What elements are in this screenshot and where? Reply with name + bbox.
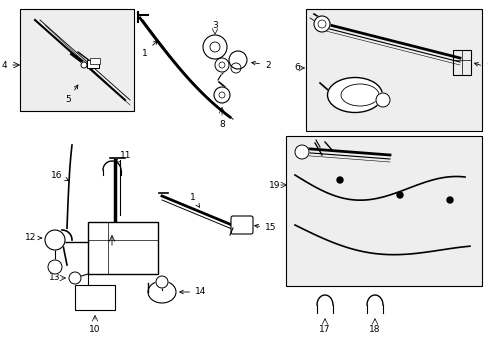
- Text: 14: 14: [180, 288, 206, 297]
- Circle shape: [215, 58, 228, 72]
- Bar: [75, 285, 115, 310]
- Circle shape: [81, 62, 87, 68]
- Text: 18: 18: [368, 325, 380, 334]
- Text: 1: 1: [190, 193, 199, 207]
- Circle shape: [336, 177, 342, 183]
- Circle shape: [156, 276, 168, 288]
- Bar: [20, 9, 134, 111]
- Text: 2: 2: [251, 60, 270, 69]
- Text: 12: 12: [24, 234, 41, 243]
- Bar: [305, 9, 481, 131]
- Text: 13: 13: [48, 274, 60, 283]
- Circle shape: [446, 197, 452, 203]
- Text: 1: 1: [142, 41, 157, 58]
- Text: 6: 6: [294, 63, 299, 72]
- Text: 7: 7: [473, 63, 488, 72]
- Text: 15: 15: [254, 224, 276, 233]
- Circle shape: [313, 16, 329, 32]
- Circle shape: [228, 51, 246, 69]
- Ellipse shape: [148, 281, 176, 303]
- Circle shape: [375, 93, 389, 107]
- Text: 3: 3: [212, 21, 218, 30]
- FancyBboxPatch shape: [230, 216, 252, 234]
- Bar: [90, 58, 100, 64]
- Text: 16: 16: [50, 171, 68, 181]
- Circle shape: [294, 145, 308, 159]
- Ellipse shape: [327, 77, 382, 112]
- Bar: [452, 50, 470, 75]
- Circle shape: [230, 63, 241, 73]
- Text: 11: 11: [116, 150, 131, 162]
- Circle shape: [214, 87, 229, 103]
- Circle shape: [396, 192, 402, 198]
- Circle shape: [45, 230, 65, 250]
- Bar: [285, 136, 481, 286]
- Text: 8: 8: [219, 120, 224, 129]
- Text: 5: 5: [65, 85, 78, 104]
- Text: 17: 17: [319, 325, 330, 334]
- Circle shape: [48, 260, 62, 274]
- Circle shape: [69, 272, 81, 284]
- Text: 4: 4: [1, 60, 7, 69]
- Bar: [88, 222, 158, 274]
- Text: 19: 19: [268, 180, 280, 189]
- Circle shape: [203, 35, 226, 59]
- Bar: [87, 60, 99, 68]
- Text: 9: 9: [334, 94, 348, 103]
- Text: 10: 10: [89, 325, 101, 334]
